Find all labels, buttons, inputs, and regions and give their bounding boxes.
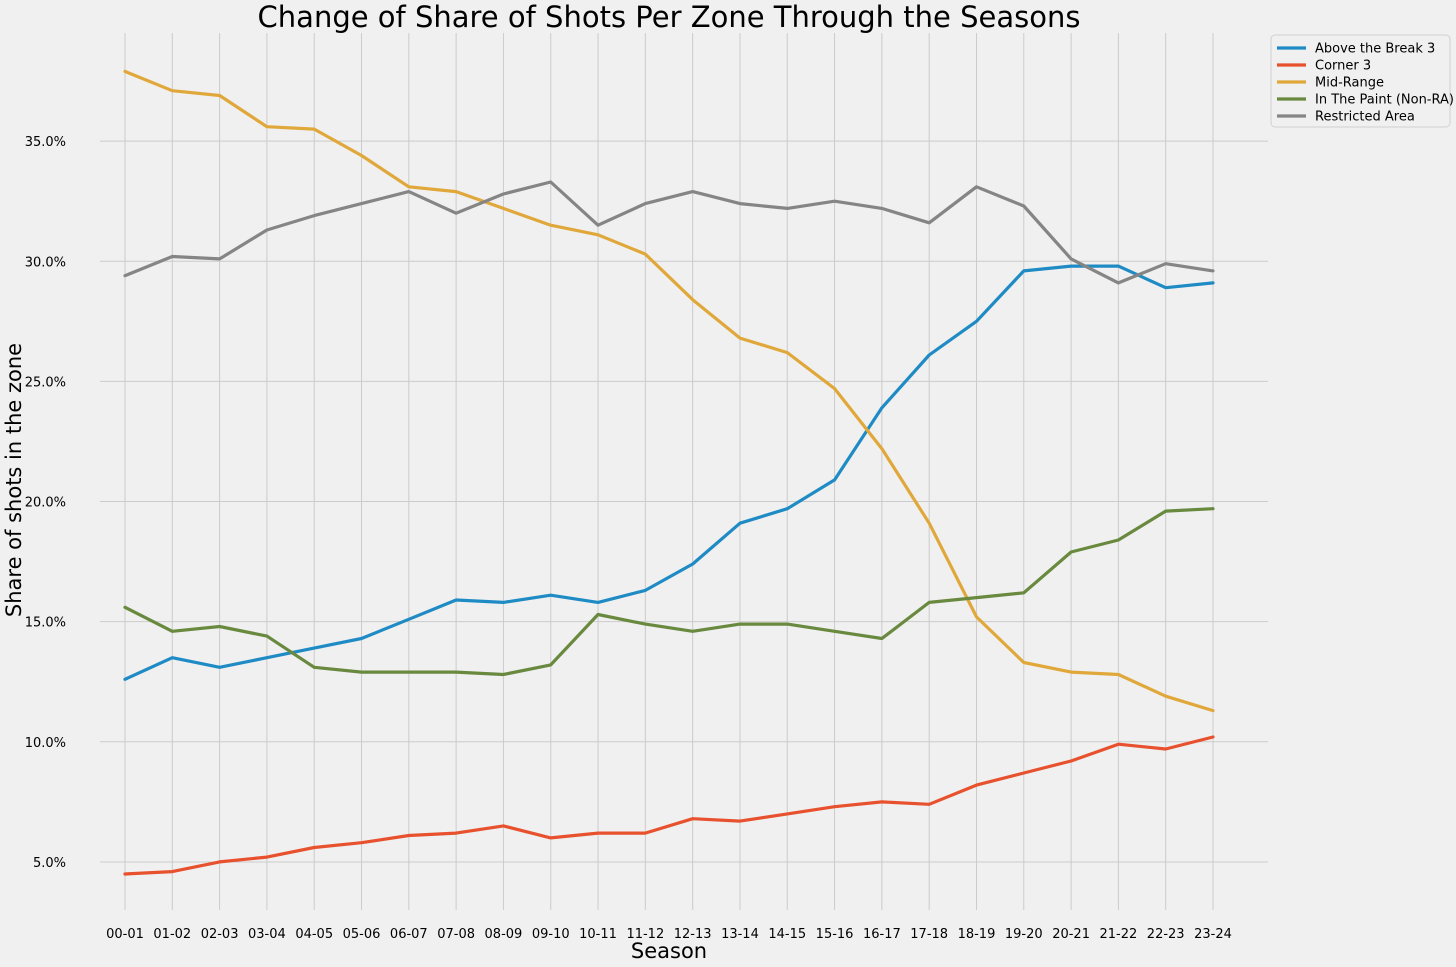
x-tick-labels: 00-01 01-02 02-03 03-04 04-05 05-06 06-07 07-08… xyxy=(106,927,1232,942)
series-line-above-the-break-3 xyxy=(123,264,1215,681)
x-tick-label: 08-09 xyxy=(485,927,523,942)
x-tick-label: 19-20 xyxy=(1005,927,1043,942)
legend-label-in-the-paint-non-ra: In The Paint (Non-RA) xyxy=(1315,93,1454,108)
x-tick-label: 00-01 xyxy=(106,927,144,942)
y-tick-label: 30.0% xyxy=(25,255,66,270)
legend-label-mid-range: Mid-Range xyxy=(1315,76,1384,91)
legend-label-restricted-area: Restricted Area xyxy=(1315,110,1415,125)
x-tick-label: 11-12 xyxy=(626,927,664,942)
x-tick-label: 20-21 xyxy=(1052,927,1090,942)
x-tick-label: 06-07 xyxy=(390,927,428,942)
legend-label-corner-3: Corner 3 xyxy=(1315,59,1371,74)
series-line-in-the-paint-non-ra xyxy=(123,507,1215,677)
series-line-mid-range xyxy=(123,69,1215,713)
x-tick-label: 23-24 xyxy=(1194,927,1232,942)
x-tick-label: 03-04 xyxy=(248,927,286,942)
legend: Above the Break 3 Corner 3 Mid-Range In The… xyxy=(1270,34,1454,128)
x-tick-label: 05-06 xyxy=(343,927,381,942)
x-tick-label: 04-05 xyxy=(295,927,333,942)
y-tick-label: 10.0% xyxy=(25,736,66,751)
series-line-restricted-area xyxy=(123,180,1215,285)
x-tick-label: 17-18 xyxy=(910,927,948,942)
chart-title: Change of Share of Shots Per Zone Throug… xyxy=(258,0,1081,34)
x-tick-label: 10-11 xyxy=(579,927,617,942)
y-tick-labels: 5.0% 10.0% 15.0% 20.0% 25.0% 30.0% 35.0% xyxy=(25,135,66,871)
y-tick-label: 15.0% xyxy=(25,616,66,631)
legend-box xyxy=(1270,34,1451,128)
x-tick-label: 18-19 xyxy=(958,927,996,942)
legend-label-above-the-break-3: Above the Break 3 xyxy=(1315,42,1435,57)
x-tick-label: 21-22 xyxy=(1100,927,1138,942)
series-line-corner-3 xyxy=(123,735,1215,876)
x-tick-label: 13-14 xyxy=(721,927,759,942)
x-tick-label: 15-16 xyxy=(816,927,854,942)
x-tick-label: 09-10 xyxy=(532,927,570,942)
x-tick-label: 22-23 xyxy=(1147,927,1185,942)
y-tick-label: 35.0% xyxy=(25,135,66,150)
x-tick-label: 02-03 xyxy=(201,927,239,942)
x-tick-label: 12-13 xyxy=(674,927,712,942)
y-axis-label: Share of shots in the zone xyxy=(2,343,26,617)
y-tick-label: 25.0% xyxy=(25,375,66,390)
x-tick-label: 16-17 xyxy=(863,927,901,942)
x-tick-label: 14-15 xyxy=(768,927,806,942)
x-tick-label: 07-08 xyxy=(437,927,475,942)
x-axis-label: Season xyxy=(631,939,707,963)
y-tick-label: 5.0% xyxy=(33,856,66,871)
y-tick-label: 20.0% xyxy=(25,496,66,511)
grid-lines xyxy=(100,33,1268,910)
x-tick-label: 01-02 xyxy=(153,927,191,942)
series-lines xyxy=(123,69,1215,876)
